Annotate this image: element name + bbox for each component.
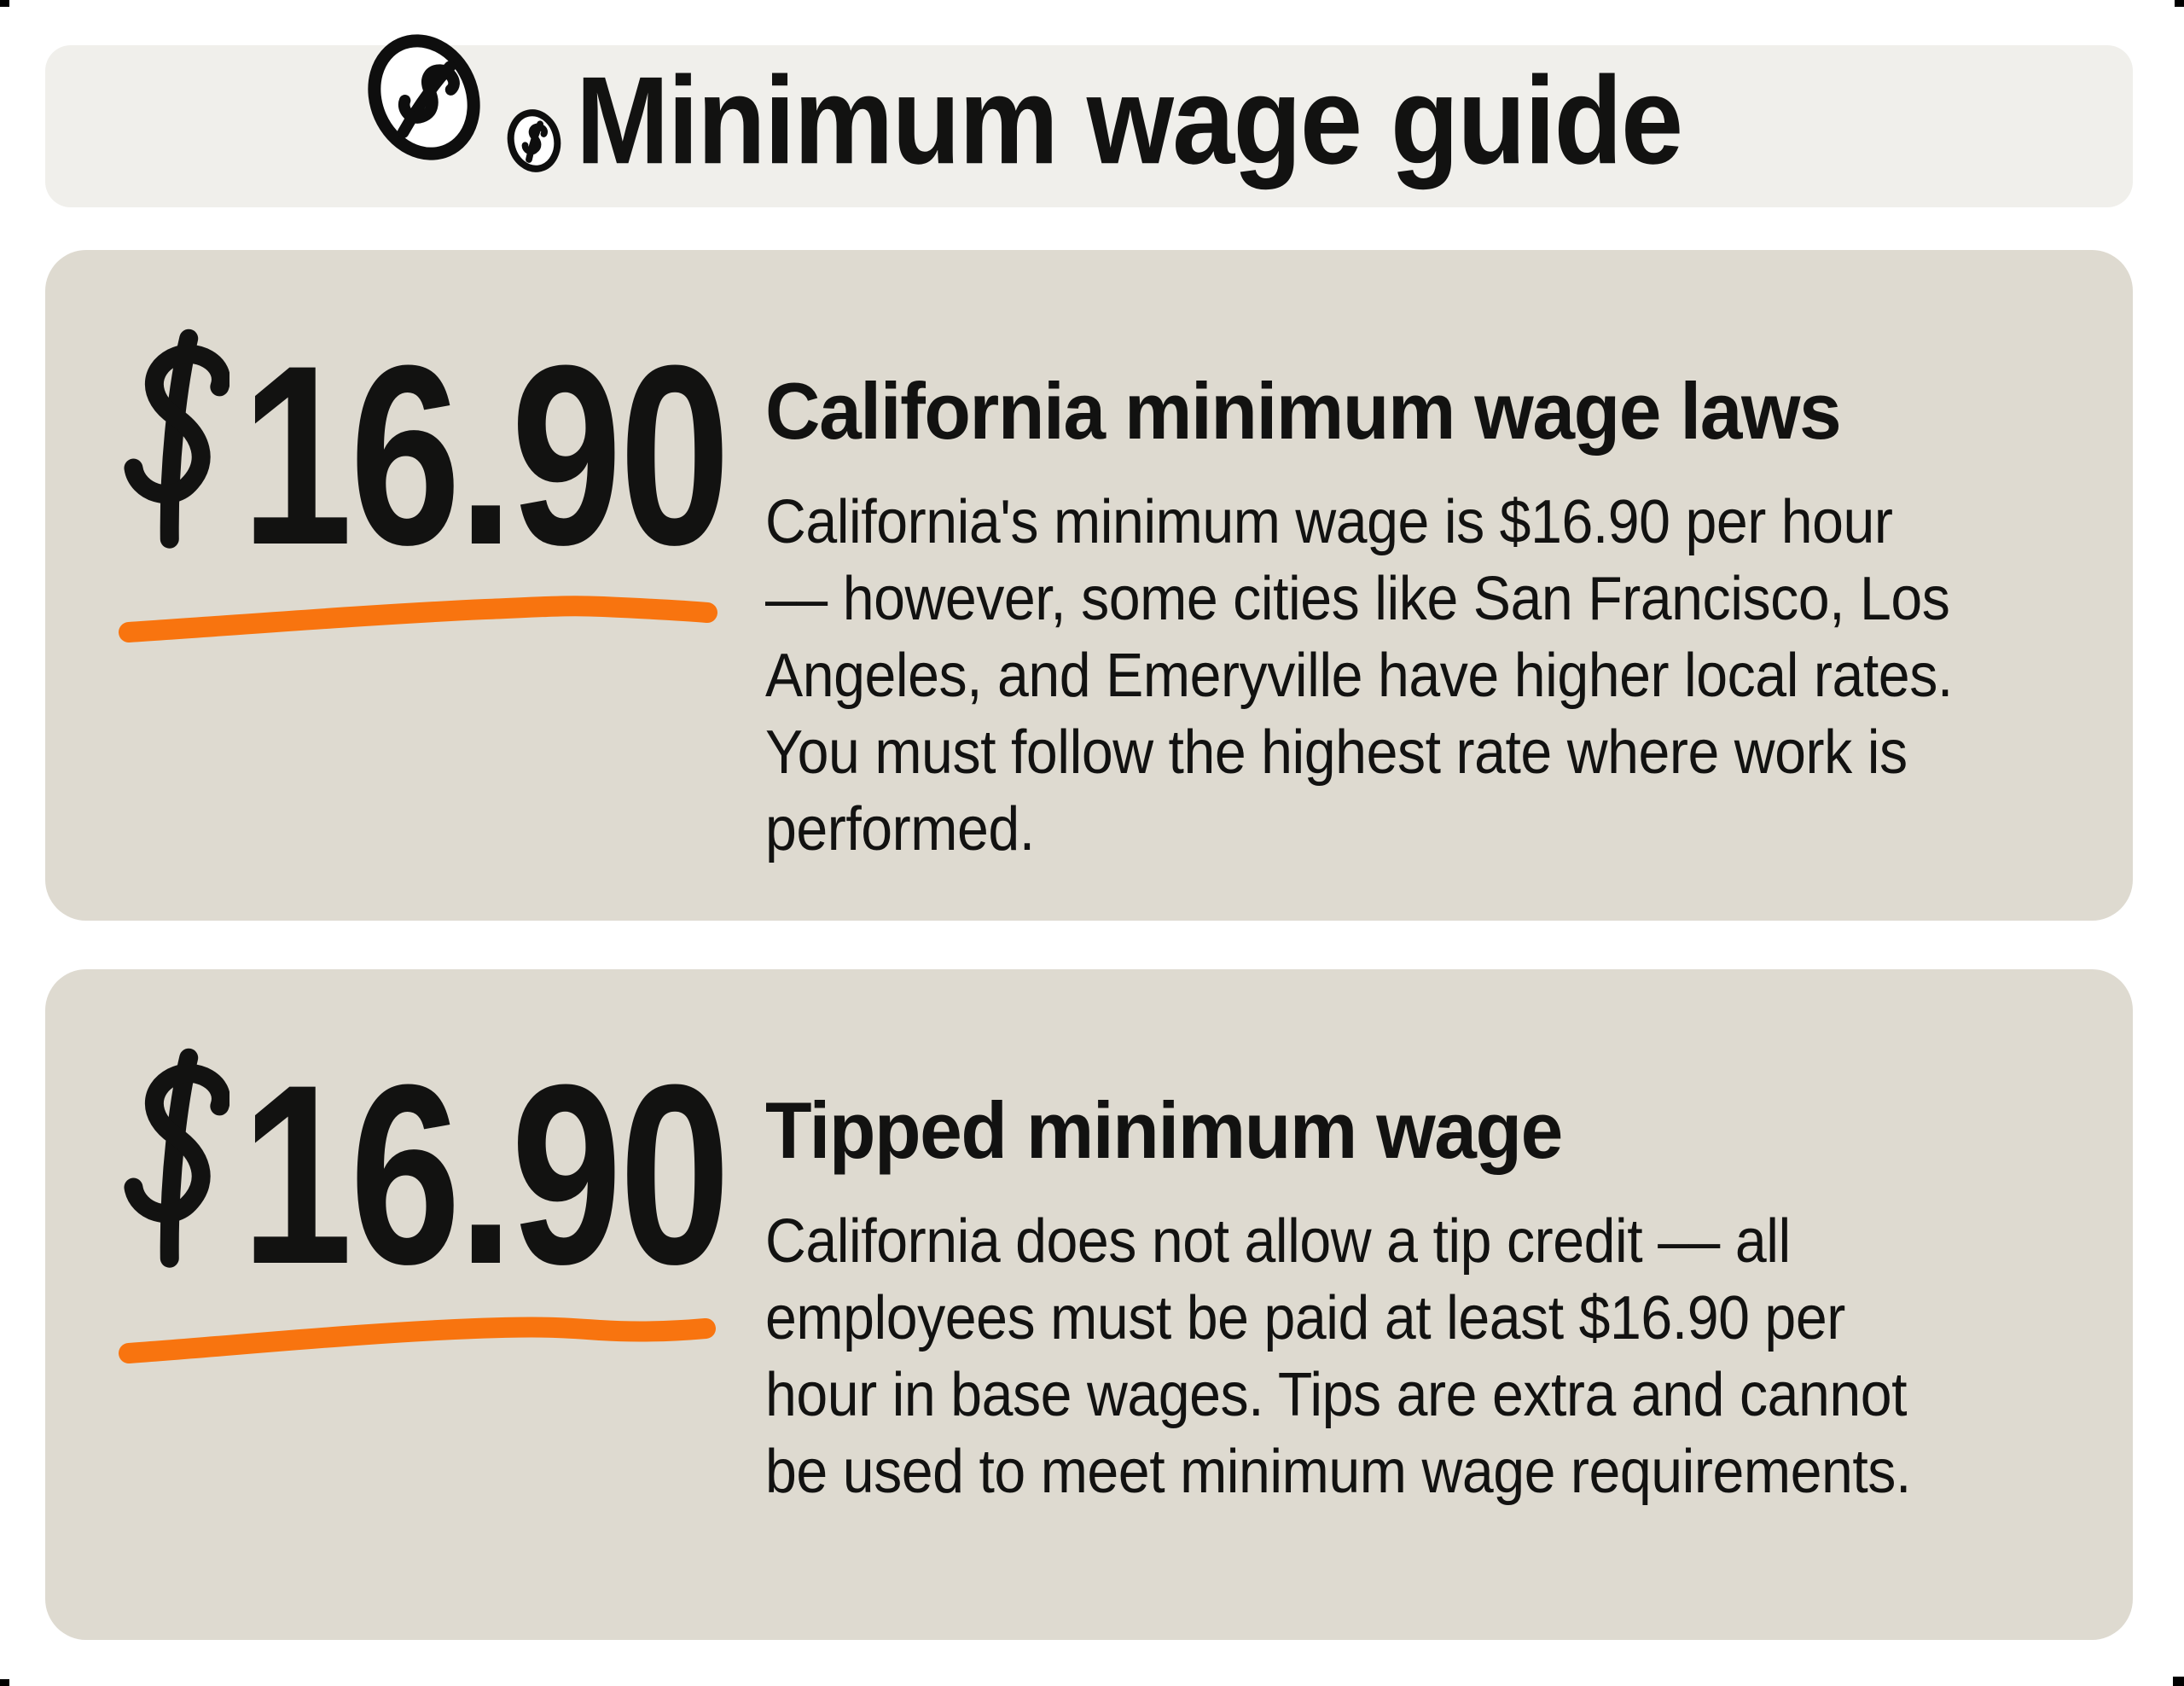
body-line: California's minimum wage is $16.90 per … xyxy=(765,488,1893,556)
corner-mark xyxy=(0,1679,9,1686)
body-line: Angeles, and Emeryville have higher loca… xyxy=(765,642,1953,710)
body-line: performed. xyxy=(765,795,1035,863)
card-heading: Tipped minimum wage xyxy=(765,1085,1563,1175)
orange-underline xyxy=(119,1317,716,1363)
card-text-block: Tipped minimum wage California does not … xyxy=(765,969,2133,1640)
dollar-coin-small-icon xyxy=(507,109,561,172)
corner-mark xyxy=(2175,0,2184,7)
dollar-sign-doodle-icon xyxy=(124,1048,229,1268)
corner-mark xyxy=(2173,1677,2184,1686)
page-title: Minimum wage guide xyxy=(576,50,1683,190)
wage-amount-value: 16.90 xyxy=(241,1031,730,1317)
wage-amount-block: 16.90 xyxy=(45,969,765,1640)
dollar-coin-large-icon xyxy=(368,34,480,160)
body-line: –– however, some cities like San Francis… xyxy=(765,565,1950,633)
card-tipped-minimum-wage: 16.90 Tipped minimum wage California doe… xyxy=(45,969,2133,1640)
dollar-coins-icon xyxy=(359,24,581,220)
body-line: California does not allow a tip credit –… xyxy=(765,1207,1791,1276)
card-california-minimum-wage: 16.90 California minimum wage laws Calif… xyxy=(45,250,2133,921)
body-line: be used to meet minimum wage requirement… xyxy=(765,1438,1911,1506)
wage-amount-value: 16.90 xyxy=(241,311,730,598)
orange-underline xyxy=(119,596,717,642)
body-line: hour in base wages. Tips are extra and c… xyxy=(765,1361,1908,1429)
card-heading: California minimum wage laws xyxy=(765,366,1842,456)
header-band: Minimum wage guide xyxy=(45,34,2133,207)
body-line: You must follow the highest rate where w… xyxy=(765,718,1908,787)
wage-amount-block: 16.90 xyxy=(45,250,765,921)
card-body: California does not allow a tip credit –… xyxy=(765,1203,2082,1510)
card-text-block: California minimum wage laws California'… xyxy=(765,250,2133,921)
corner-mark xyxy=(0,0,9,7)
dollar-sign-doodle-icon xyxy=(124,328,229,549)
body-line: employees must be paid at least $16.90 p… xyxy=(765,1284,1845,1352)
card-body: California's minimum wage is $16.90 per … xyxy=(765,484,2082,868)
